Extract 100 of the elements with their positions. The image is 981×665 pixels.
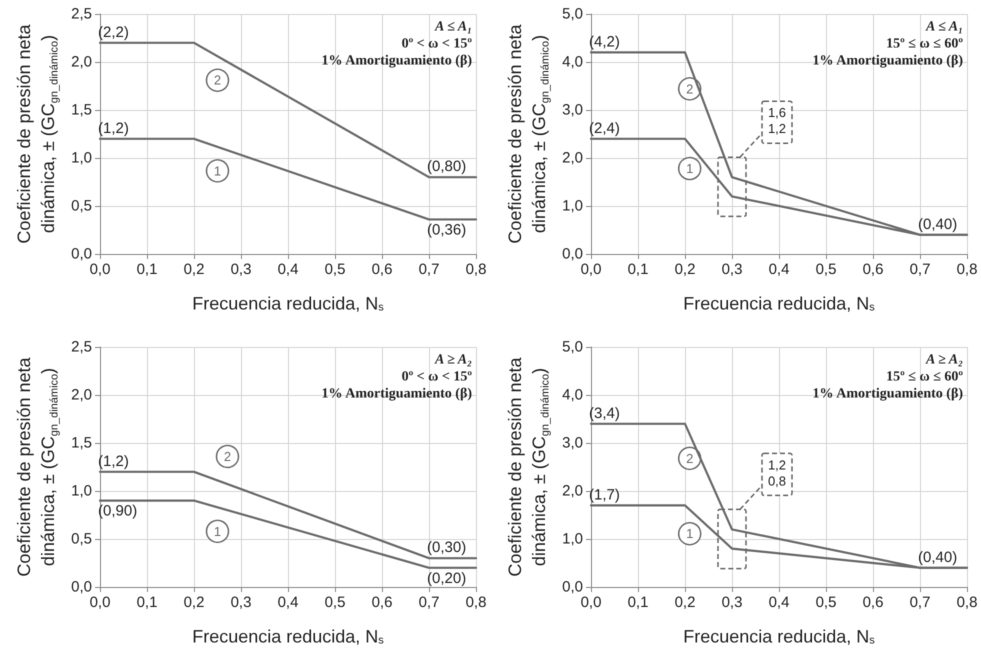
annotation: A ≤ A₁	[434, 20, 472, 34]
series-label: 2	[214, 72, 222, 88]
x-tick-label: 0,1	[136, 261, 158, 278]
y-tick-label: 1,5	[71, 434, 92, 452]
data-label: (3,4)	[589, 404, 620, 422]
x-axis-title: Frecuencia reducida, Ns	[683, 626, 876, 646]
y-tick-label: 1,0	[71, 150, 92, 166]
x-tick-label: 0,5	[324, 594, 346, 611]
y-tick-label: 2,5	[71, 6, 92, 22]
x-tick-label: 0,4	[768, 594, 790, 611]
x-tick-label: 0,4	[278, 261, 298, 278]
series-label: 1	[214, 524, 222, 539]
x-tick-label: 0,8	[466, 261, 486, 278]
y-tick-label: 4,0	[562, 54, 583, 70]
annotation: 1% Amortiguamiento (β)	[322, 54, 472, 68]
data-label: (4,2)	[589, 33, 620, 50]
annotation: 1% Amortiguamiento (β)	[812, 54, 964, 68]
series-label: 2	[224, 448, 232, 464]
x-tick-label: 0,0	[90, 594, 110, 611]
data-label: (2,4)	[589, 120, 620, 137]
x-tick-label: 0,8	[466, 594, 486, 611]
x-tick-label: 0,5	[816, 594, 836, 611]
x-axis-title: Frecuencia reducida, Ns	[683, 294, 876, 314]
x-axis-title: Frecuencia reducida, Ns	[192, 626, 384, 646]
x-tick-label: 0,4	[278, 594, 298, 611]
y-tick-label: 1,5	[71, 102, 92, 118]
data-label: (0,20)	[427, 570, 466, 587]
annotation: 0º < ω < 15º	[402, 370, 472, 384]
x-tick-label: 0,6	[862, 261, 884, 278]
data-label: (0,40)	[918, 548, 958, 566]
x-tick-label: 0,8	[956, 261, 978, 278]
x-tick-label: 0,1	[136, 594, 158, 611]
series-label: 1	[686, 161, 694, 176]
y-tick-label: 1,0	[562, 530, 583, 548]
y-tick-label: 1,0	[562, 198, 583, 214]
data-label: (1,2)	[98, 120, 129, 137]
y-tick-label: 2,0	[562, 482, 583, 500]
data-label: (1,2)	[98, 452, 129, 470]
data-label: (0,40)	[918, 216, 958, 233]
x-tick-label: 0,1	[628, 594, 648, 611]
x-tick-label: 0,5	[324, 261, 346, 278]
annotation: A ≥ A₂	[434, 352, 472, 368]
x-tick-label: 0,3	[722, 594, 742, 611]
series-label: 1	[686, 526, 694, 542]
annotation: 0,8	[768, 473, 786, 488]
data-label: (1,7)	[589, 486, 620, 504]
x-tick-label: 0,6	[862, 594, 884, 611]
x-tick-label: 0,3	[230, 594, 252, 611]
y-tick-label: 5,0	[562, 6, 583, 22]
y-tick-label: 2,0	[71, 54, 92, 70]
y-tick-label: 2,0	[71, 386, 92, 404]
x-tick-label: 0,7	[910, 594, 930, 611]
annotation: 15º ≤ ω ≤ 60º	[886, 370, 964, 384]
x-tick-label: 0,7	[418, 261, 440, 278]
y-tick-label: 3,0	[562, 102, 583, 118]
x-tick-label: 0,7	[418, 594, 440, 611]
annotation: 1,6	[768, 105, 786, 120]
x-tick-label: 0,3	[230, 261, 252, 278]
x-tick-label: 0,6	[372, 594, 392, 611]
y-tick-label: 3,0	[562, 434, 583, 452]
x-tick-label: 0,3	[722, 261, 742, 278]
y-tick-label: 2,0	[562, 150, 583, 166]
x-tick-label: 0,0	[90, 261, 110, 278]
series-label: 2	[686, 450, 694, 466]
annotation: 15º ≤ ω ≤ 60º	[886, 36, 964, 52]
x-tick-label: 0,0	[580, 261, 602, 278]
annotation: 1,2	[768, 457, 786, 472]
x-tick-label: 0,6	[372, 261, 392, 278]
y-tick-label: 0,0	[562, 578, 583, 596]
x-tick-label: 0,8	[956, 594, 978, 611]
y-tick-label: 0,0	[71, 246, 92, 262]
y-tick-label: 0,0	[71, 578, 92, 596]
annotation: 1,2	[768, 121, 786, 136]
data-label: (0,80)	[427, 158, 466, 176]
x-tick-label: 0,2	[674, 594, 696, 611]
x-tick-label: 0,5	[816, 261, 836, 278]
y-tick-label: 0,0	[562, 246, 583, 262]
data-label: (0,90)	[98, 502, 138, 520]
data-label: (2,2)	[98, 24, 129, 41]
data-label: (0,36)	[427, 221, 466, 238]
y-tick-label: 5,0	[562, 338, 583, 356]
series-label: 2	[686, 81, 694, 96]
y-tick-label: 1,0	[71, 482, 92, 500]
x-tick-label: 0,4	[768, 261, 790, 278]
y-tick-label: 0,5	[71, 530, 92, 548]
x-axis-title: Frecuencia reducida, Ns	[192, 294, 384, 314]
annotation: 1% Amortiguamiento (β)	[812, 386, 964, 402]
x-tick-label: 0,0	[580, 594, 602, 611]
series-label: 1	[214, 163, 222, 178]
annotation: 0º < ω < 15º	[402, 36, 472, 52]
y-tick-label: 4,0	[562, 386, 583, 404]
x-tick-label: 0,7	[910, 261, 930, 278]
x-tick-label: 0,1	[628, 261, 648, 278]
y-tick-label: 2,5	[71, 338, 92, 356]
y-tick-label: 0,5	[71, 198, 92, 214]
x-tick-label: 0,2	[184, 594, 204, 611]
annotation: 1% Amortiguamiento (β)	[322, 386, 472, 402]
data-label: (0,30)	[427, 539, 466, 556]
annotation: A ≥ A₂	[925, 352, 964, 368]
x-tick-label: 0,2	[184, 261, 204, 278]
